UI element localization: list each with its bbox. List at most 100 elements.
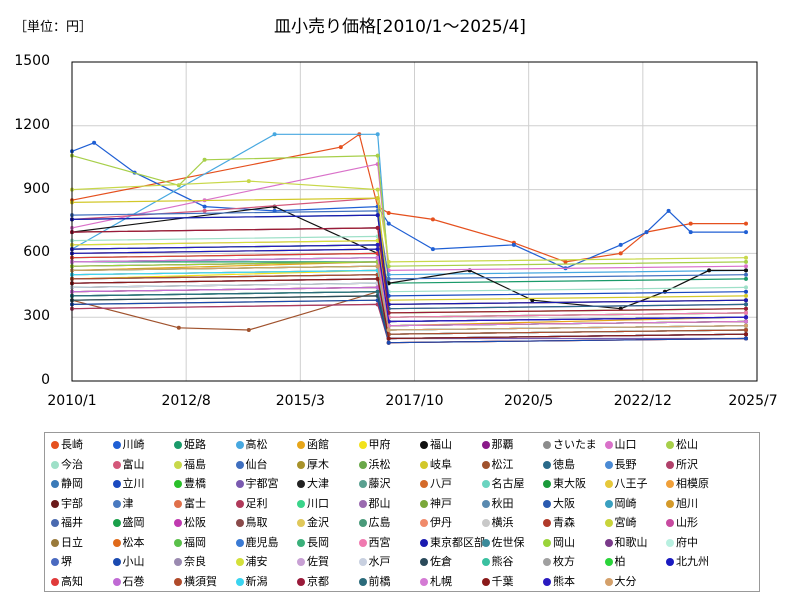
data-point	[375, 255, 380, 260]
legend-label: 静岡	[61, 477, 83, 490]
legend-item: 西宮	[358, 534, 391, 552]
legend-label: 浦安	[245, 555, 268, 568]
legend-swatch	[666, 558, 674, 566]
legend-label: 松本	[122, 535, 145, 549]
legend-item: 東京都区部	[420, 534, 485, 552]
data-point	[176, 325, 181, 330]
legend-swatch	[420, 441, 428, 449]
legend-swatch	[604, 519, 613, 527]
legend-label: 盛岡	[122, 516, 145, 529]
legend-label: 津	[122, 496, 134, 510]
legend-label: 福岡	[184, 535, 206, 549]
data-point	[375, 276, 380, 281]
legend-swatch	[666, 460, 674, 469]
series-line	[71, 214, 747, 306]
data-point	[375, 153, 380, 158]
series-line	[71, 180, 747, 263]
legend-swatch	[604, 558, 613, 566]
legend-swatch	[51, 499, 59, 508]
y-tick-label: 0	[41, 372, 50, 388]
data-point	[744, 289, 748, 294]
data-point	[744, 332, 748, 337]
legend-label: 大津	[307, 477, 329, 490]
legend-label: 浜松	[368, 457, 391, 471]
legend-item: 広島	[358, 514, 391, 532]
legend-swatch	[481, 558, 490, 566]
data-point	[744, 255, 748, 260]
legend-label: 宮崎	[614, 516, 637, 529]
legend-label: さいたま	[553, 438, 597, 451]
legend-swatch	[666, 499, 674, 508]
legend-swatch	[666, 519, 674, 527]
series-line	[71, 142, 746, 269]
data-point	[618, 242, 623, 247]
legend-swatch	[51, 577, 59, 586]
legend-item: 大分	[604, 573, 637, 591]
legend-label: 北九州	[676, 555, 709, 568]
legend-label: 水戸	[368, 555, 391, 568]
legend-item: 宇部	[51, 495, 83, 513]
series-lines	[70, 132, 748, 345]
legend-item: 秋田	[481, 495, 514, 513]
legend-item: 八戸	[420, 475, 452, 493]
legend-item: 松阪	[174, 514, 206, 532]
data-point	[530, 298, 535, 303]
legend-item: 熊本	[543, 573, 575, 591]
legend-item: 高知	[51, 573, 83, 591]
legend-item: 姫路	[174, 436, 206, 454]
legend-swatch	[112, 499, 121, 508]
data-point	[511, 242, 516, 247]
legend-label: 金沢	[307, 516, 329, 529]
series-line	[71, 244, 747, 323]
data-point	[744, 272, 748, 277]
legend-swatch	[358, 499, 367, 508]
series-line	[71, 274, 747, 335]
legend-item: 福岡	[174, 534, 206, 552]
legend-label: 厚木	[307, 457, 329, 471]
legend-swatch	[297, 460, 305, 469]
legend-item: 松本	[112, 534, 145, 552]
legend-item: 川口	[297, 495, 329, 513]
legend-swatch	[481, 538, 490, 547]
legend-label: 川崎	[122, 438, 145, 451]
y-tick-label: 1500	[14, 53, 50, 69]
legend-item: 岡山	[543, 534, 575, 552]
legend-item: 宇都宮	[235, 475, 279, 493]
legend-swatch	[235, 538, 244, 547]
legend-swatch	[297, 519, 305, 527]
legend-item: 山形	[666, 514, 698, 532]
legend-item: 高松	[235, 436, 268, 454]
legend-label: 姫路	[184, 438, 206, 451]
legend-label: 前橋	[368, 574, 391, 588]
legend-swatch	[235, 499, 244, 508]
legend-label: 東京都区部	[430, 535, 485, 549]
legend-swatch	[174, 460, 182, 469]
legend-label: 高知	[61, 574, 83, 588]
data-point	[644, 230, 649, 235]
legend-label: 足利	[245, 496, 268, 510]
legend-swatch	[51, 538, 59, 547]
legend-swatch	[235, 441, 244, 449]
data-point	[202, 208, 207, 213]
legend-label: 徳島	[553, 457, 575, 471]
data-point	[375, 196, 380, 201]
legend-label: 川口	[307, 496, 329, 510]
legend-item: 仙台	[235, 456, 268, 474]
chart-title: 皿小売り価格[2010/1～2025/4]	[274, 17, 526, 37]
x-tick-label: 2017/10	[385, 393, 444, 409]
legend-swatch	[543, 577, 551, 586]
legend-label: 日立	[61, 535, 83, 549]
legend-label: 鳥取	[245, 516, 268, 529]
series-line	[71, 133, 746, 263]
data-point	[744, 264, 748, 269]
legend-item: 前橋	[358, 573, 391, 591]
legend-label: 千葉	[491, 574, 514, 588]
legend-item: 金沢	[297, 514, 329, 532]
legend-label: 松阪	[184, 516, 206, 529]
legend-swatch	[481, 577, 490, 586]
legend-swatch	[112, 519, 121, 527]
data-point	[744, 302, 748, 307]
legend-swatch	[481, 480, 490, 488]
legend-item: 函館	[297, 436, 329, 454]
legend-label: 福井	[61, 516, 83, 529]
